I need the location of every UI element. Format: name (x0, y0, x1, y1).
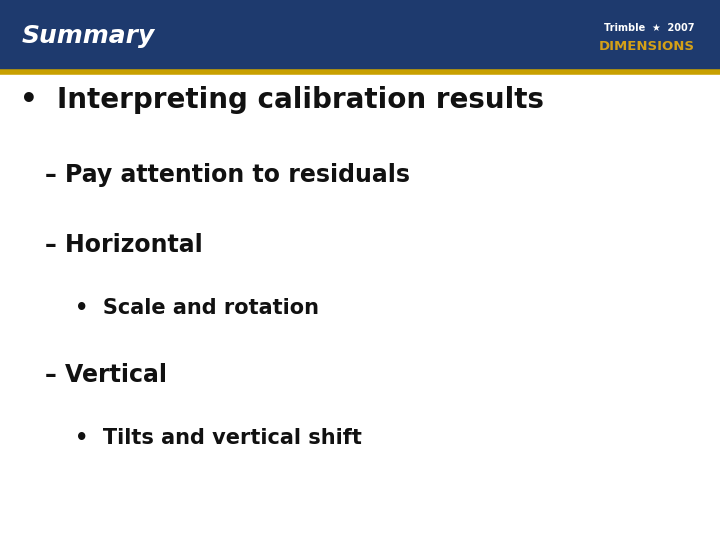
Text: – Pay attention to residuals: – Pay attention to residuals (45, 163, 410, 187)
Text: Summary: Summary (22, 24, 156, 48)
Text: Trimble  ★  2007: Trimble ★ 2007 (605, 23, 695, 33)
Text: •  Interpreting calibration results: • Interpreting calibration results (20, 86, 544, 114)
Text: •  Scale and rotation: • Scale and rotation (75, 298, 319, 318)
Bar (0, 72, 720, 540)
Text: – Horizontal: – Horizontal (45, 233, 203, 257)
Text: DIMENSIONS: DIMENSIONS (599, 39, 695, 52)
Text: •  Tilts and vertical shift: • Tilts and vertical shift (75, 428, 362, 448)
Text: – Vertical: – Vertical (45, 363, 167, 387)
Bar (0, 0, 720, 72)
